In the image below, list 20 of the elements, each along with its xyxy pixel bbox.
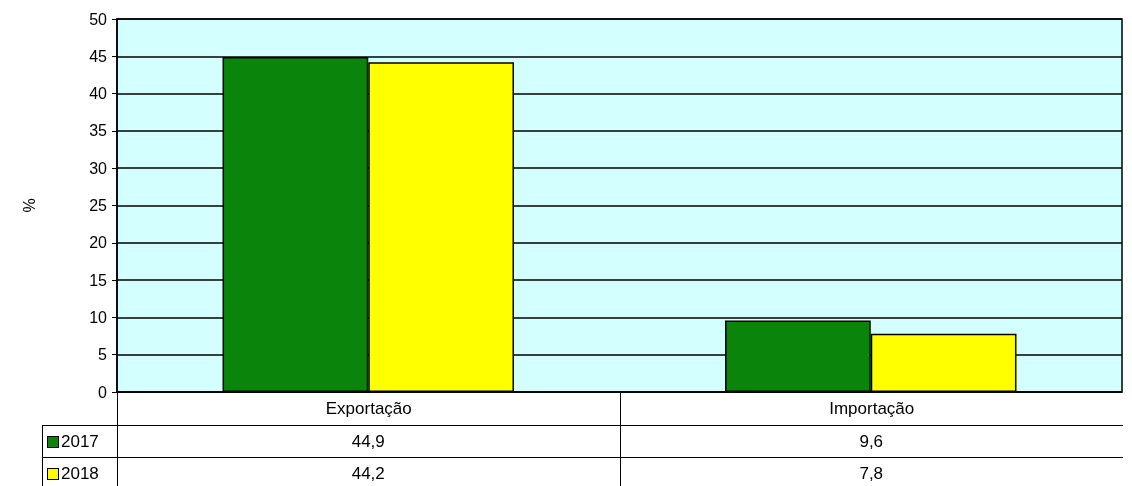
- y-tick-label: 45: [89, 47, 108, 65]
- y-tick-label: 0: [98, 383, 108, 401]
- data-label: 44,2: [117, 457, 621, 486]
- data-label: 9,6: [619, 425, 1123, 458]
- x-tick-label: Importação: [619, 393, 1123, 425]
- legend-label: 2017: [61, 431, 99, 452]
- y-tick-label: 15: [89, 271, 108, 289]
- y-tick-label: 20: [89, 234, 108, 252]
- y-axis-title: %: [20, 198, 38, 213]
- y-tick-label: 50: [89, 10, 108, 28]
- y-tick-label: 35: [89, 122, 108, 140]
- y-tick-label: 5: [98, 346, 108, 364]
- y-tick-label: 10: [89, 308, 108, 326]
- legend-label: 2018: [61, 463, 99, 484]
- y-tick-label: 40: [89, 85, 108, 103]
- y-tick-label: 25: [89, 197, 108, 214]
- data-label: 7,8: [619, 457, 1123, 486]
- x-tick-label: Exportação: [117, 393, 621, 425]
- y-tick-label: 30: [89, 159, 108, 177]
- data-label: 44,9: [117, 425, 621, 458]
